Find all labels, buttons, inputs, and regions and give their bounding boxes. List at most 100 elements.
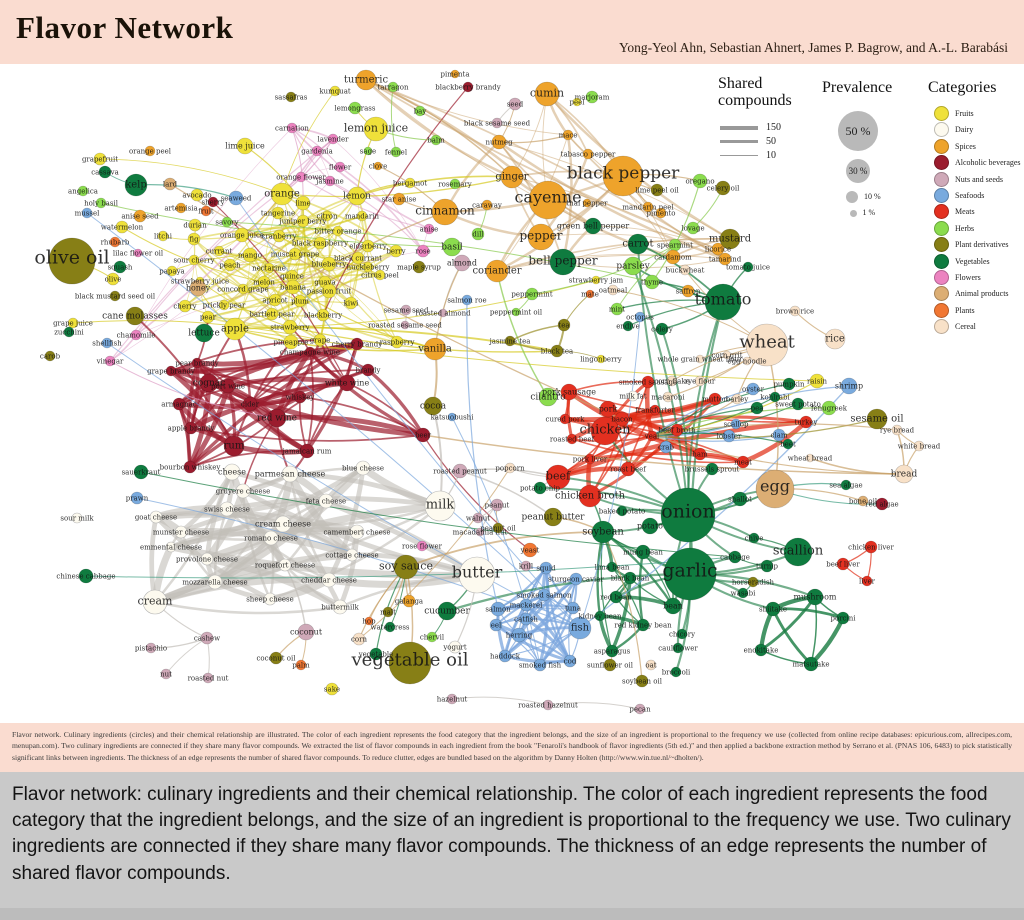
ingredient-node[interactable] [109,236,121,248]
ingredient-node[interactable] [578,484,602,508]
ingredient-node[interactable] [641,517,659,535]
ingredient-node[interactable] [806,588,824,606]
ingredient-node[interactable] [569,572,583,586]
ingredient-node[interactable] [313,333,327,347]
ingredient-node[interactable] [622,320,634,332]
ingredient-node[interactable] [165,541,177,553]
ingredient-node[interactable] [293,390,307,404]
ingredient-node[interactable] [133,464,149,480]
ingredient-node[interactable] [426,631,438,643]
ingredient-node[interactable] [187,232,201,246]
ingredient-node[interactable] [492,522,504,534]
ingredient-node[interactable] [223,463,241,481]
ingredient-node[interactable] [288,247,302,261]
ingredient-node[interactable] [591,520,615,544]
ingredient-node[interactable] [489,618,503,632]
ingredient-node[interactable] [201,310,215,324]
ingredient-node[interactable] [861,575,873,587]
ingredient-node[interactable] [213,245,225,257]
ingredient-node[interactable] [504,335,516,347]
ingredient-node[interactable] [722,429,736,443]
ingredient-node[interactable] [183,460,197,474]
ingredient-node[interactable] [730,418,742,430]
ingredient-node[interactable] [145,642,157,654]
ingredient-node[interactable] [453,254,471,272]
ingredient-node[interactable] [362,261,374,273]
ingredient-node[interactable] [402,594,416,608]
ingredient-node[interactable] [458,556,496,594]
ingredient-node[interactable] [430,134,442,146]
ingredient-node[interactable] [533,658,547,672]
ingredient-node[interactable] [737,587,749,599]
ingredient-node[interactable] [875,497,889,511]
ingredient-node[interactable] [412,260,426,274]
ingredient-node[interactable] [596,354,606,364]
ingredient-node[interactable] [374,269,386,281]
ingredient-node[interactable] [692,173,708,189]
ingredient-node[interactable] [265,307,279,321]
ingredient-node[interactable] [281,465,299,483]
ingredient-node[interactable] [63,326,75,338]
ingredient-node[interactable] [627,233,649,255]
ingredient-node[interactable] [490,601,506,617]
ingredient-node[interactable] [649,404,661,416]
ingredient-node[interactable] [584,217,602,235]
ingredient-node[interactable] [344,296,358,310]
ingredient-node[interactable] [471,227,485,241]
ingredient-node[interactable] [355,69,377,91]
ingredient-node[interactable] [304,346,316,358]
ingredient-node[interactable] [537,588,551,602]
ingredient-node[interactable] [242,247,258,263]
ingredient-node[interactable] [166,265,178,277]
ingredient-node[interactable] [364,616,374,626]
ingredient-node[interactable] [650,183,664,197]
ingredient-node[interactable] [602,155,644,197]
ingredient-node[interactable] [285,91,297,103]
ingredient-node[interactable] [200,205,212,217]
ingredient-node[interactable] [582,148,594,160]
ingredient-node[interactable] [295,195,311,211]
ingredient-node[interactable] [194,323,214,343]
ingredient-node[interactable] [620,461,636,477]
ingredient-node[interactable] [345,548,359,562]
ingredient-node[interactable] [157,230,169,242]
ingredient-node[interactable] [144,145,156,157]
ingredient-node[interactable] [664,597,682,615]
ingredient-node[interactable] [693,447,707,461]
ingredient-node[interactable] [840,479,852,491]
ingredient-node[interactable] [115,220,129,234]
ingredient-node[interactable] [125,306,145,326]
ingredient-node[interactable] [133,248,143,258]
ingredient-node[interactable] [538,387,558,407]
ingredient-node[interactable] [81,207,93,219]
ingredient-node[interactable] [416,244,430,258]
ingredient-node[interactable] [218,299,230,311]
ingredient-node[interactable] [543,507,563,527]
ingredient-node[interactable] [392,192,406,206]
ingredient-node[interactable] [549,248,577,276]
ingredient-node[interactable] [765,601,781,617]
ingredient-node[interactable] [857,495,869,507]
ingredient-node[interactable] [665,249,681,265]
ingredient-node[interactable] [562,129,574,141]
ingredient-node[interactable] [296,214,310,228]
ingredient-node[interactable] [585,90,599,104]
ingredient-node[interactable] [400,304,412,316]
ingredient-node[interactable] [695,354,705,364]
ingredient-node[interactable] [642,201,654,213]
ingredient-node[interactable] [329,85,341,97]
ingredient-node[interactable] [415,427,431,443]
ingredient-node[interactable] [660,487,716,543]
ingredient-node[interactable] [799,415,813,429]
ingredient-node[interactable] [672,642,684,654]
ingredient-node[interactable] [223,317,247,341]
ingredient-node[interactable] [124,173,148,197]
ingredient-node[interactable] [44,350,56,362]
ingredient-node[interactable] [272,229,286,243]
ingredient-node[interactable] [191,357,203,369]
ingredient-node[interactable] [447,412,457,422]
ingredient-node[interactable] [866,408,888,430]
ingredient-node[interactable] [840,377,858,395]
ingredient-node[interactable] [165,365,177,377]
ingredient-node[interactable] [663,547,717,601]
